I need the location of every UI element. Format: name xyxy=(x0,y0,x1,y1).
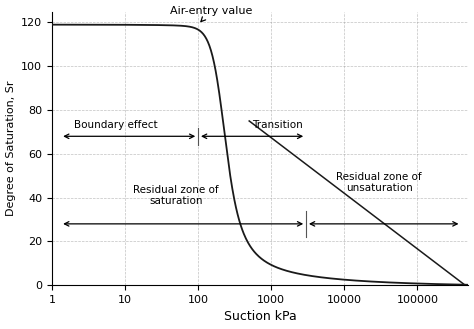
Text: Residual zone of
unsaturation: Residual zone of unsaturation xyxy=(337,172,422,193)
Text: Boundary effect: Boundary effect xyxy=(74,120,157,130)
Text: Air-entry value: Air-entry value xyxy=(170,6,252,22)
Text: Residual zone of
saturation: Residual zone of saturation xyxy=(133,185,219,206)
Y-axis label: Degree of Saturation, Sr: Degree of Saturation, Sr xyxy=(6,81,16,216)
X-axis label: Suction kPa: Suction kPa xyxy=(224,311,297,323)
Text: Transition: Transition xyxy=(252,120,303,130)
